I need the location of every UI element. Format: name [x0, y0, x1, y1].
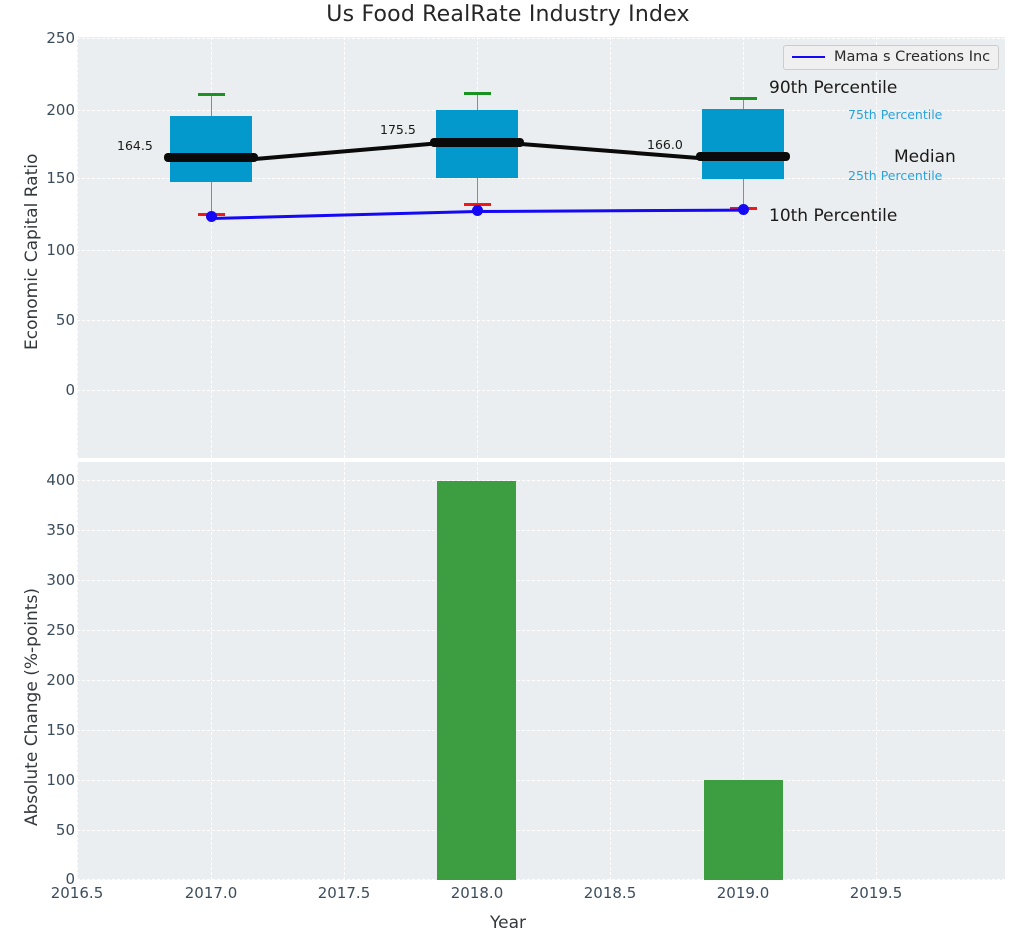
annotation-median: Median — [894, 147, 956, 167]
gridline-b-250 — [77, 630, 1005, 631]
p90-cap-2019 — [730, 97, 757, 100]
gridline-b-350 — [77, 530, 1005, 531]
xtick-2016-5: 2016.5 — [50, 884, 104, 902]
median-segment-2017-2018 — [254, 141, 433, 161]
xtick-2017-5: 2017.5 — [317, 884, 371, 902]
annotation-90th-percentile: 90th Percentile — [769, 78, 898, 98]
bar-2019[interactable] — [704, 780, 783, 880]
ytick-bot-50: 50 — [55, 821, 75, 839]
ytick-top-50: 50 — [55, 311, 75, 329]
ytick-top-200: 200 — [46, 101, 75, 119]
company-line-2018-2019 — [476, 208, 744, 213]
xtick-2017: 2017.0 — [184, 884, 238, 902]
x-axis-label: Year — [490, 913, 526, 933]
page-title: Us Food RealRate Industry Index — [326, 2, 690, 27]
ytick-bot-0: 0 — [65, 870, 75, 888]
gridline-x-2016-5 — [77, 37, 78, 458]
gridline-y-100 — [77, 250, 1005, 251]
p10-cap-2018 — [464, 203, 491, 206]
gridline-x-2017-5 — [344, 37, 345, 458]
bar-2018[interactable] — [437, 481, 516, 880]
annotation-10th-percentile: 10th Percentile — [769, 206, 898, 226]
gridline-bx-2017 — [211, 462, 212, 880]
annotation-25th-percentile: 25th Percentile — [848, 168, 943, 183]
company-line-2017-2018 — [210, 210, 478, 220]
company-point-2017[interactable] — [206, 211, 217, 222]
gridline-b-100 — [77, 780, 1005, 781]
gridline-y-250 — [77, 38, 1005, 39]
gridline-x-2019-5 — [876, 37, 877, 458]
median-label-2017: 164.5 — [117, 138, 153, 153]
xtick-2019: 2019.0 — [716, 884, 770, 902]
ytick-bot-200: 200 — [46, 671, 75, 689]
median-marker-2017 — [164, 153, 258, 162]
p90-cap-2017 — [198, 93, 225, 96]
median-marker-2018 — [430, 138, 524, 147]
ytick-bot-250: 250 — [46, 621, 75, 639]
legend-line-icon — [792, 56, 825, 58]
gridline-bx-2018-5 — [610, 462, 611, 880]
iqr-box-2017 — [170, 116, 252, 182]
ytick-bot-350: 350 — [46, 521, 75, 539]
bottom-y-axis-label: Absolute Change (%-points) — [22, 588, 42, 826]
gridline-y-50 — [77, 320, 1005, 321]
ytick-bot-400: 400 — [46, 471, 75, 489]
ytick-top-150: 150 — [46, 169, 75, 187]
annotation-75th-percentile: 75th Percentile — [848, 107, 943, 122]
gridline-b-200 — [77, 680, 1005, 681]
gridline-y-0 — [77, 390, 1005, 391]
xtick-2018-5: 2018.5 — [583, 884, 637, 902]
legend[interactable]: Mama s Creations Inc — [783, 45, 1000, 70]
ytick-bot-300: 300 — [46, 571, 75, 589]
gridline-b-150 — [77, 730, 1005, 731]
bottom-chart-plot-area — [77, 462, 1005, 880]
top-y-axis-label: Economic Capital Ratio — [22, 153, 42, 350]
company-point-2018[interactable] — [472, 205, 483, 216]
gridline-x-2018-5 — [610, 37, 611, 458]
median-marker-2019 — [696, 152, 790, 161]
gridline-bx-2019-5 — [876, 462, 877, 880]
gridline-bx-2016-5 — [77, 462, 78, 880]
top-chart-plot-area: 164.5 175.5 166.0 90th Percentile 75th P… — [77, 37, 1005, 458]
ytick-top-250: 250 — [46, 29, 75, 47]
ytick-top-0: 0 — [65, 381, 75, 399]
p90-cap-2018 — [464, 92, 491, 95]
ytick-bot-150: 150 — [46, 721, 75, 739]
median-label-2019: 166.0 — [647, 137, 683, 152]
gridline-b-400 — [77, 480, 1005, 481]
median-label-2018: 175.5 — [380, 122, 416, 137]
ytick-top-100: 100 — [46, 241, 75, 259]
iqr-box-2019 — [702, 109, 784, 179]
gridline-b-300 — [77, 580, 1005, 581]
ytick-bot-100: 100 — [46, 771, 75, 789]
gridline-b-50 — [77, 830, 1005, 831]
company-point-2019[interactable] — [738, 204, 749, 215]
gridline-b-0 — [77, 879, 1005, 880]
legend-label-company: Mama s Creations Inc — [834, 49, 991, 65]
xtick-2018: 2018.0 — [450, 884, 504, 902]
gridline-bx-2017-5 — [344, 462, 345, 880]
xtick-2019-5: 2019.5 — [849, 884, 903, 902]
